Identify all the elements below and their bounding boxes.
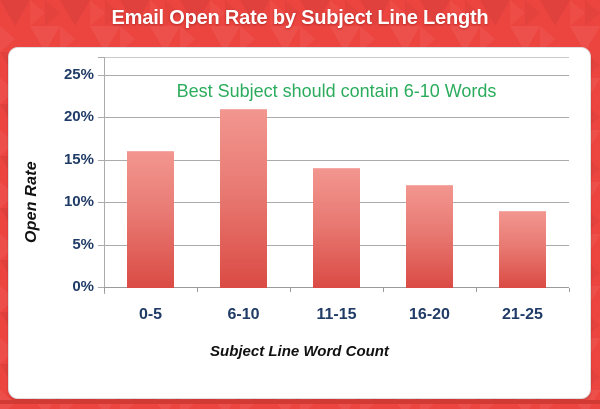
plot-top-border	[104, 57, 569, 58]
bar-21-25	[499, 210, 546, 288]
x-axis-tick	[569, 288, 570, 292]
x-tick-label: 6-10	[227, 306, 260, 323]
x-tick-label: 16-20	[409, 306, 450, 323]
y-tick-label: 20%	[63, 108, 94, 126]
x-tick-label: 21-25	[502, 306, 543, 323]
x-axis-title: Subject Line Word Count	[210, 343, 389, 360]
bar-0-5	[127, 151, 174, 288]
y-axis-tick	[98, 159, 104, 161]
y-axis-tick	[98, 75, 104, 76]
gridline-25%	[104, 75, 569, 76]
y-tick-label: 10%	[63, 193, 94, 211]
y-tick-label: 0%	[72, 278, 94, 295]
bar-11-15	[313, 168, 360, 288]
chart-panel: Open Rate Best Subject should contain 6-…	[8, 47, 591, 399]
footer-stripe	[0, 400, 600, 404]
y-tick-label: 15%	[63, 150, 94, 168]
bar-16-20	[406, 185, 453, 288]
y-axis-line	[104, 57, 105, 294]
gridline-20%	[104, 117, 569, 119]
gridline-15%	[104, 159, 569, 161]
y-axis-tick	[98, 287, 104, 288]
bar-6-10	[220, 108, 267, 288]
plot-area: Best Subject should contain 6-10 Words 0…	[64, 57, 570, 323]
x-tick-label: 0-5	[138, 306, 163, 323]
x-tick-label: 11-15	[316, 306, 357, 323]
x-axis-tick	[476, 288, 477, 292]
y-axis-tick	[98, 57, 104, 58]
y-axis-tick	[98, 244, 104, 246]
x-axis-tick	[104, 288, 105, 292]
x-axis-tick	[383, 288, 384, 292]
y-axis-tick	[98, 202, 104, 204]
x-axis-tick	[290, 288, 291, 292]
x-axis-tick	[197, 288, 198, 292]
y-axis-tick	[98, 117, 104, 119]
chart-annotation: Best Subject should contain 6-10 Words	[176, 81, 497, 101]
page-title: Email Open Rate by Subject Line Length	[111, 7, 489, 29]
y-tick-label: 5%	[72, 235, 94, 253]
y-tick-label: 25%	[63, 66, 94, 83]
